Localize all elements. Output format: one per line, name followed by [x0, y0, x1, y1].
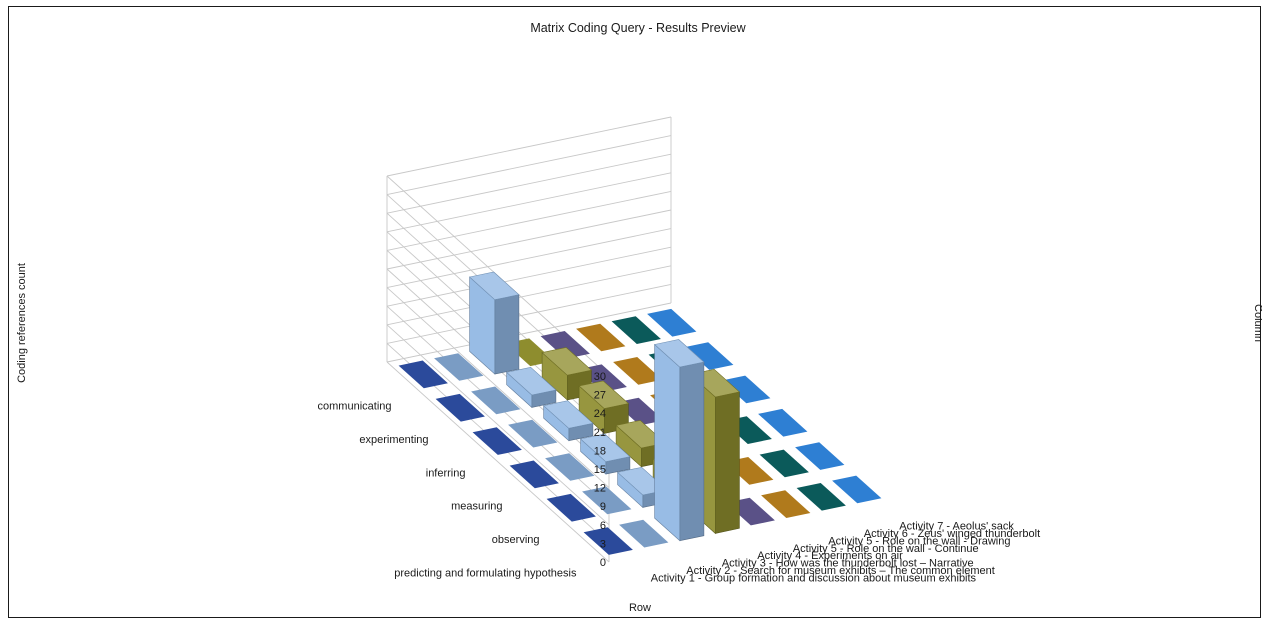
gridline-back-wall: [387, 266, 671, 325]
bar-r0-c0-zero: [399, 361, 448, 389]
chart-frame: 0 3 6 9 12 15 18 21 24 27 30 communicating experime…: [8, 6, 1261, 618]
z-tick-label: 30: [594, 371, 606, 383]
z-tick-label: 0: [600, 557, 606, 569]
z-tick-label: 18: [594, 445, 606, 457]
gridline-back-wall: [387, 173, 671, 232]
chart-title: Matrix Coding Query - Results Preview: [530, 21, 746, 35]
bar-r0-c5-zero: [576, 324, 625, 352]
gridline-back-wall: [387, 247, 671, 306]
gridline-back-wall: [387, 191, 671, 250]
x-axis-label: Row: [629, 602, 651, 614]
bar-r4-c7-zero: [795, 442, 844, 470]
gridline-back-wall: [387, 136, 671, 195]
z-axis-label: Coding references count: [16, 263, 28, 383]
row-label: measuring: [451, 501, 502, 513]
z-tick-label: 6: [600, 520, 606, 532]
row-label: experimenting: [359, 434, 428, 446]
column-label: Activity 7 - Aeolus' sack: [899, 521, 1014, 533]
row-label: inferring: [426, 467, 466, 479]
bar-r5-c0-zero: [584, 527, 633, 555]
gridline-back-wall: [387, 117, 671, 176]
row-label: communicating: [318, 401, 392, 413]
z-tick-label: 15: [594, 464, 606, 476]
gridline-back-wall: [387, 229, 671, 288]
bar-r4-c0-zero: [547, 494, 596, 522]
matrix-coding-3d-bar-chart: 0 3 6 9 12 15 18 21 24 27 30 communicating experime…: [9, 7, 1262, 619]
bar-r3-c7-zero: [758, 409, 807, 437]
bar-r3-c0-zero: [510, 461, 559, 489]
z-tick-label: 12: [594, 483, 606, 495]
z-tick-label: 3: [600, 538, 606, 550]
bar-r5-c2-front: [680, 362, 704, 541]
bar-r1-c0-zero: [436, 394, 485, 422]
bar-r4-c6-zero: [760, 450, 809, 478]
z-tick-label: 21: [594, 427, 606, 439]
row-label: observing: [492, 534, 540, 546]
bar-r0-c6-zero: [612, 316, 661, 344]
bar-r5-c6-zero: [797, 483, 846, 511]
bar-r5-c7-zero: [832, 476, 881, 504]
bar-r5-c2-side: [655, 345, 680, 541]
z-tick-label: 9: [600, 501, 606, 513]
gridline-back-wall: [387, 210, 671, 269]
bar-r5-c5-zero: [761, 490, 810, 518]
bar-r0-c2-front: [495, 295, 519, 374]
y-axis-label: Column: [1252, 304, 1262, 342]
z-tick-label: 27: [594, 390, 606, 402]
bar-r5-c3-front: [715, 392, 739, 534]
z-tick-label: 24: [594, 408, 606, 420]
row-label: predicting and formulating hypothesis: [394, 567, 577, 579]
bar-r2-c0-zero: [473, 427, 522, 455]
gridline-back-wall: [387, 154, 671, 213]
bar-r0-c7-zero: [647, 309, 696, 337]
